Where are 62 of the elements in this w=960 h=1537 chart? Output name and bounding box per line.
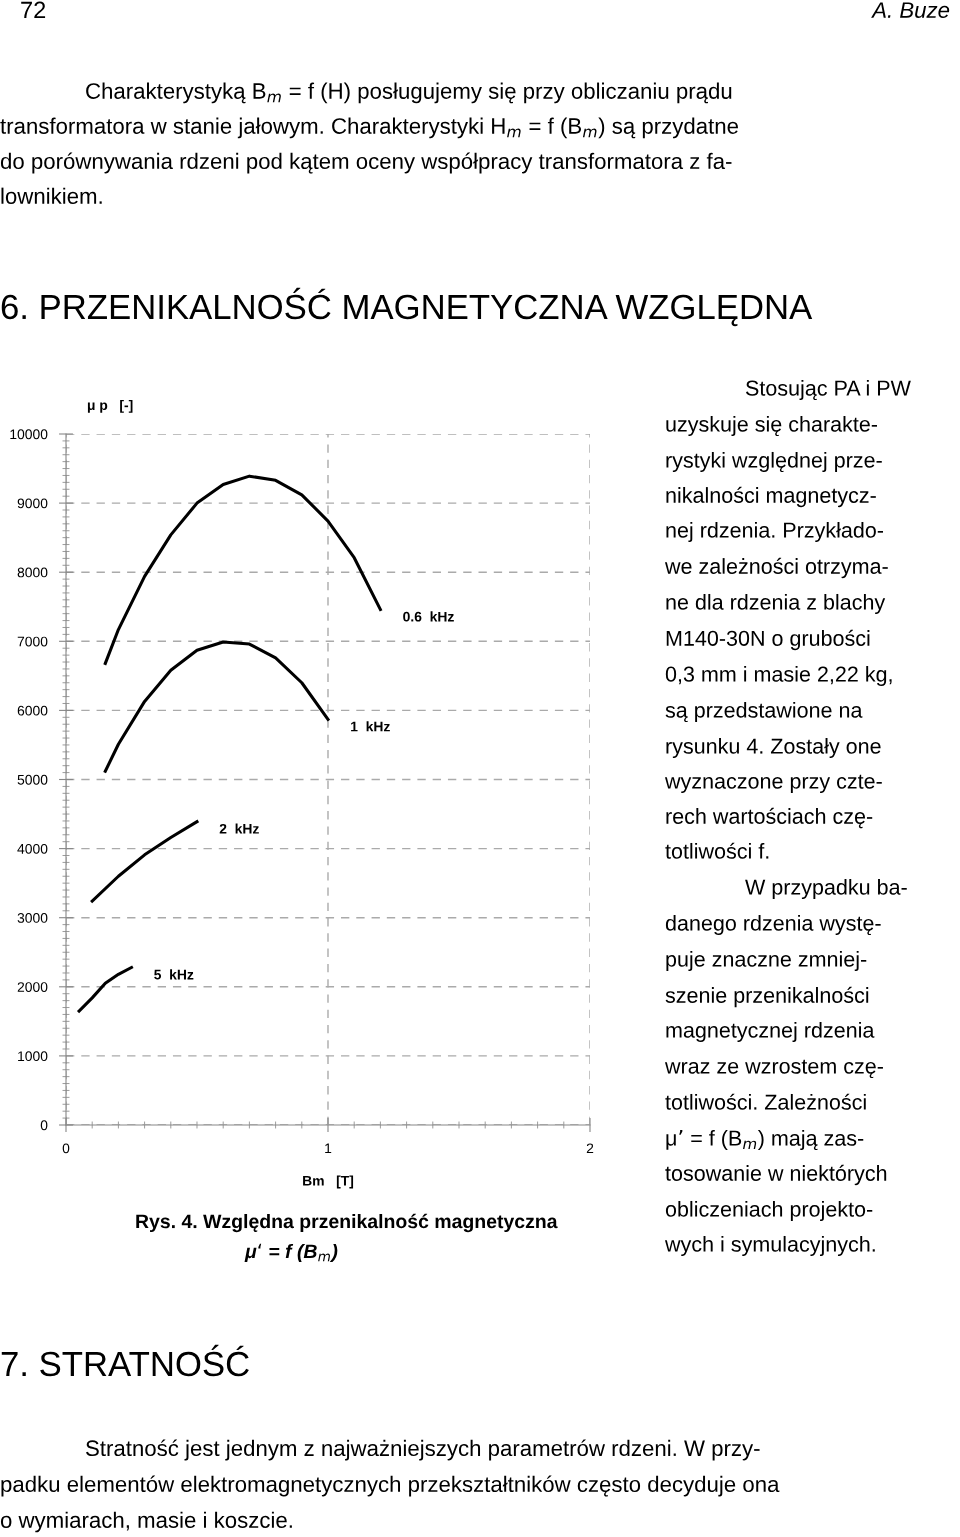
text: szenie przenikalności [665, 986, 869, 1008]
text: tosowanie w niektórych [665, 1164, 887, 1186]
x-tick-label: 1 [325, 1143, 332, 1154]
series-label: 5 kHz [154, 969, 194, 980]
text: nikalności magnetycz- [666, 486, 876, 508]
text: μ’ = f (B$_{m}$) mają zas- [666, 1129, 864, 1151]
text: rysunku 4. Zostały one [666, 737, 881, 759]
text: Stratność jest jednym z najważniejszych parametrów rdzeni. W przy- [86, 1439, 760, 1461]
y-tick-label: 10000 [10, 429, 48, 440]
text: 72 [21, 1, 46, 19]
series-label: 1 kHz [351, 721, 390, 732]
text: ne dla rdzenia z blachy [666, 593, 886, 615]
y-tick-label: 2000 [17, 982, 48, 992]
line-series [103, 640, 330, 773]
text: W przypadku ba- [745, 878, 907, 900]
text: padku elementów elektromagnetycznych przekształtników często decyduje ona [1, 1475, 780, 1497]
text: danego rdzenia wystę- [665, 914, 881, 936]
line-series [77, 965, 134, 1013]
text: rystyki względnej prze- [666, 451, 882, 473]
text: nej rdzenia. Przykłado- [666, 521, 884, 543]
text: magnetycznej rdzenia [666, 1021, 875, 1043]
y-tick-label: 5000 [17, 774, 48, 785]
text: wraz ze wzrostem czę- [664, 1059, 883, 1079]
text: transformatora w stanie jałowym. Charakterystyki H$_{m}$ = f (B$_{m}$) są przydatne [0, 117, 738, 139]
y-tick-label: 1000 [18, 1051, 48, 1062]
text: wych i symulacyjnych. [664, 1235, 875, 1257]
x-tick-label: 2 [586, 1143, 594, 1154]
text: totliwości f. [665, 842, 769, 859]
text: M140-30N o grubości [666, 629, 870, 651]
y-tick-label: 6000 [17, 705, 48, 716]
x-axis-title: Bm [T] [303, 1175, 354, 1189]
y-tick-label: 9000 [17, 498, 48, 509]
text: uzyskuje się charakte- [666, 415, 878, 437]
x-tick-label: 0 [62, 1143, 70, 1154]
line-series [103, 474, 382, 665]
y-axis-title: μ p [-] [87, 399, 133, 413]
y-tick-label: 8000 [17, 567, 48, 578]
text: są przedstawione na [665, 701, 863, 723]
y-tick-label: 4000 [17, 843, 48, 854]
text: μ‘ = f (B$_{m}$) [244, 1243, 338, 1263]
text: 7. STRATNOŚĆ [1, 1344, 249, 1377]
text: obliczeniach projekto- [665, 1200, 873, 1222]
chart-title: 6. PRZENIKALNOŚĆ MAGNETYCZNA WZGLĘDNA [1, 287, 813, 327]
text: wyznaczone przy czte- [664, 774, 882, 794]
text: we zależności otrzyma- [664, 557, 888, 579]
series-label: 2 kHz [219, 823, 259, 834]
text: totliwości. Zależności [665, 1093, 866, 1110]
y-tick-label: 3000 [17, 913, 48, 923]
text: 0,3 mm i masie 2,22 kg, [665, 665, 892, 687]
series-label: 0.6 kHz [403, 611, 454, 622]
y-tick-label: 7000 [17, 636, 48, 647]
text: Charakterystyką B$_{m}$ = f (H) posługujemy się przy obliczaniu prądu [86, 82, 732, 104]
text: rech wartościach czę- [666, 807, 873, 829]
text: lownikiem. [1, 187, 102, 204]
text: Rys. 4. Względna przenikalność magnetyczna [136, 1213, 558, 1233]
y-tick-label: 0 [40, 1120, 48, 1131]
text: Stosując PA i PW [745, 379, 911, 401]
text: puje znaczne zmniej- [666, 950, 867, 972]
text: A. Buze [871, 2, 950, 18]
text: o wymiarach, masie i koszcie. [0, 1511, 292, 1533]
text: do porównywania rdzeni pod kątem oceny współpracy transformatora z fa- [0, 152, 732, 174]
line-series [90, 820, 199, 903]
